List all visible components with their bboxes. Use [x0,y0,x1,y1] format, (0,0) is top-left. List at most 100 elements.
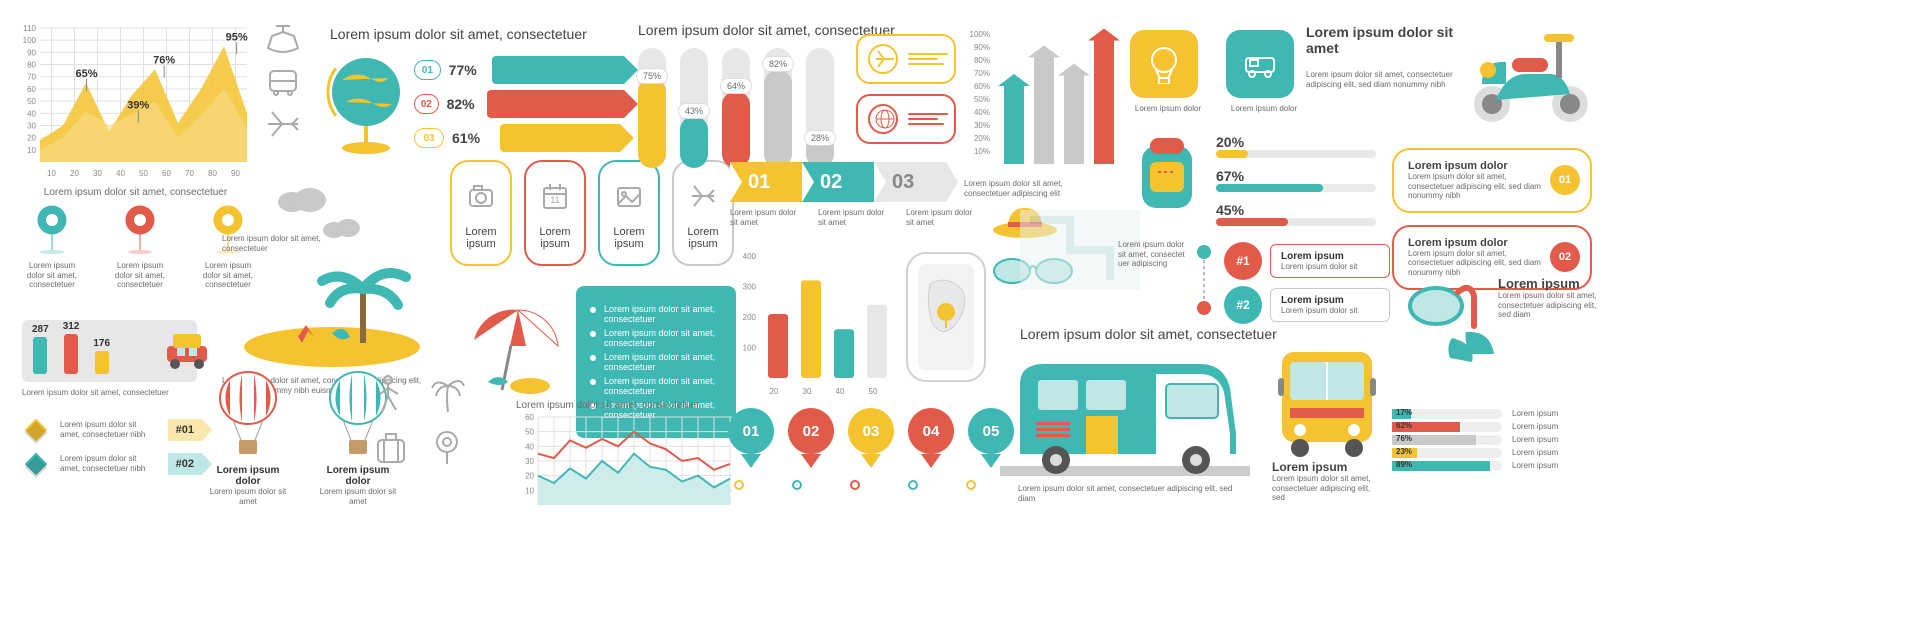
bullet-item: Lorem ipsum dolor sit amet, consectetuer [590,304,722,324]
camera-icon [460,176,502,218]
pill-callout: Lorem ipsum dolorLorem ipsum dolor sit a… [1392,148,1592,213]
step-arrow: 03 [874,162,946,202]
svg-text:60: 60 [162,169,171,178]
stat-bar-row: 23%Lorem ipsum [1392,448,1592,458]
svg-text:39%: 39% [127,99,149,111]
stats-title: Lorem ipsum dolor sit amet, consectetuer [22,388,192,398]
svg-text:30: 30 [803,387,812,396]
svg-text:76%: 76% [153,54,175,66]
capsule-bar: 75% [638,48,666,168]
step-arrow: 01 [730,162,802,202]
number-pin: 02 [788,408,834,454]
walker-icon [372,372,410,416]
bullet-item: Lorem ipsum dolor sit amet, consectetuer [590,352,722,372]
arrow-num: 02 [414,94,439,114]
pin-dot [966,480,976,490]
icon-tile: Lorem ipsum dolor [1130,30,1206,114]
arrow-pct: 82% [447,96,479,112]
bullet-item: Lorem ipsum dolor sit amet, consectetuer [590,376,722,396]
svg-text:70%: 70% [974,69,990,78]
numbered-pins: 0102030405 [728,408,1014,454]
progress-row: 20% [1216,134,1376,158]
bus-icon [262,63,304,101]
svg-text:50: 50 [27,97,36,106]
cube-icon [22,450,50,478]
doc-card [856,94,956,144]
pin-dots [734,480,976,490]
island-icon [222,259,432,369]
cube-row: Lorem ipsum dolor sit amet, consectetuer… [22,416,202,444]
capsule-bar: 82% [764,48,792,168]
arrow-num: 01 [414,60,441,80]
svg-text:90: 90 [27,48,36,57]
stat-bars: 17%Lorem ipsum62%Lorem ipsum76%Lorem ips… [1392,406,1592,474]
step-texts: Lorem ipsum dolor sit ametLorem ipsum do… [730,208,974,227]
svg-text:30: 30 [93,169,102,178]
stat-col: 312 [63,321,80,374]
calendar-icon: 11 [534,176,576,218]
rv-title: Lorem ipsum dolor sit amet, consectetuer [1020,326,1277,342]
svg-text:30: 30 [27,121,36,130]
svg-text:20: 20 [525,472,534,481]
right-title: Lorem ipsum dolor sit amet [1306,24,1456,56]
number-pin: 03 [848,408,894,454]
van-icon [1240,44,1280,84]
map-pin: Lorem ipsum dolor sit amet, consectetuer [22,204,82,290]
capsule-bar: 43% [680,48,708,168]
progress-bars: 20%67%45% [1216,134,1376,236]
progress-row: 45% [1216,202,1376,226]
ship-icon [262,22,304,60]
balloon-icon [215,370,281,460]
column-chart: 10020030040020304050 [730,248,900,401]
cube-icon [22,416,50,444]
bus-caption: Lorem ipsum Lorem ipsum dolor sit amet, … [1272,460,1382,503]
capsule-bar: 28% [806,48,834,168]
outline-icons-row2 [372,428,466,468]
stat-bar-row: 76%Lorem ipsum [1392,435,1592,445]
svg-text:65%: 65% [76,68,98,80]
svg-text:10: 10 [47,169,56,178]
svg-text:70: 70 [27,73,36,82]
svg-text:50: 50 [525,428,534,437]
line-chart-block: Lorem ipsum dolor sit amet, consectetuer… [516,400,736,514]
rounded-cards: Lorem ipsum11Lorem ipsumLorem ipsumLorem… [450,160,734,266]
snorkel-text: Lorem ipsum Lorem ipsum dolor sit amet, … [1498,276,1598,320]
step-text: Lorem ipsum dolor sit amet [906,208,974,227]
svg-text:50: 50 [139,169,148,178]
svg-text:30: 30 [525,457,534,466]
svg-text:11: 11 [550,195,559,205]
rv-footer: Lorem ipsum dolor sit amet, consectetuer… [1018,484,1238,503]
arrow-num: 03 [414,128,444,148]
icon-tiles: Lorem ipsum dolor Lorem ipsum dolor [1130,30,1302,114]
area-chart-block: 1020304050607080901001101020304050607080… [18,22,253,198]
info-card: Lorem ipsum [450,160,512,266]
icon-tile: Lorem ipsum dolor [1226,30,1302,114]
line-chart: 102030405060 [516,411,736,511]
number-pin: 01 [728,408,774,454]
svg-text:20: 20 [70,169,79,178]
svg-text:90: 90 [231,169,240,178]
svg-text:110: 110 [23,24,36,33]
plane-icon [870,45,896,73]
vacation-items [990,200,1120,290]
svg-text:40%: 40% [974,108,990,117]
arrow-bar [487,90,624,118]
image-icon [608,176,650,218]
plane-icon [682,176,724,218]
document-cards [856,34,956,154]
svg-text:400: 400 [743,252,757,261]
svg-text:40: 40 [116,169,125,178]
svg-text:60: 60 [27,85,36,94]
svg-text:20%: 20% [974,134,990,143]
pin-icon [120,204,160,254]
suitcase-icon [372,428,410,468]
snorkel-icon [1400,272,1500,365]
info-card: Lorem ipsum [672,160,734,266]
svg-text:80: 80 [27,61,36,70]
pin-icon [32,204,72,254]
stat-col: 287 [32,324,49,374]
step-arrow: 02 [802,162,874,202]
backpack-icon [1132,128,1202,221]
svg-text:80: 80 [208,169,217,178]
stat-bar-row: 62%Lorem ipsum [1392,422,1592,432]
